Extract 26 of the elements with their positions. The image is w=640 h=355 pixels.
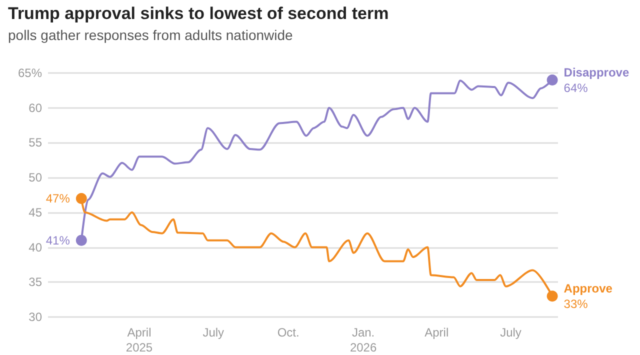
y-tick-label: 65% bbox=[18, 66, 42, 80]
y-tick-label: 40 bbox=[28, 240, 42, 254]
point bbox=[546, 290, 558, 302]
y-tick-label: 35 bbox=[28, 275, 42, 290]
x-tick-label: July bbox=[202, 326, 224, 340]
data-label: 64% bbox=[564, 80, 588, 95]
y-tick-label: 60 bbox=[28, 100, 42, 115]
data-label: 41% bbox=[46, 233, 70, 248]
data-label: 47% bbox=[46, 191, 70, 206]
y-tick-label: 50 bbox=[28, 170, 42, 185]
x-tick-label: July bbox=[500, 326, 522, 340]
x-tick-label: April 2025 bbox=[126, 326, 153, 354]
x-tick-label: April bbox=[424, 326, 449, 340]
x-tick-label: Jan. 2026 bbox=[350, 326, 377, 354]
series-label: Disapprove bbox=[564, 65, 630, 80]
y-tick-label: 55 bbox=[28, 136, 42, 150]
chart-subtitle: polls gather responses from adults nationwide bbox=[8, 27, 293, 43]
chart-title: Trump approval sinks to lowest of second term bbox=[8, 4, 389, 24]
y-tick-label: 30 bbox=[28, 310, 42, 324]
series-label: Approve bbox=[564, 282, 613, 296]
point bbox=[76, 192, 87, 204]
y-tick-label: 45 bbox=[28, 205, 42, 220]
point bbox=[76, 234, 87, 246]
x-tick-label: Oct. bbox=[277, 326, 300, 340]
data-label: 33% bbox=[564, 297, 588, 312]
point bbox=[546, 74, 558, 86]
